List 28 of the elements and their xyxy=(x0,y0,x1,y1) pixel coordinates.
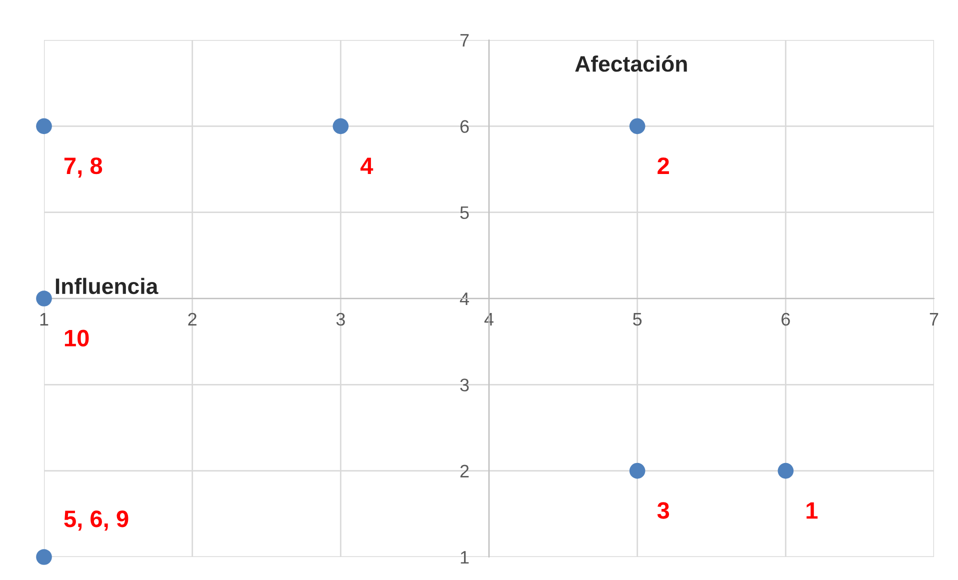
point xyxy=(629,118,646,134)
series-label: 4 xyxy=(360,158,374,174)
series-label: 10 xyxy=(64,330,89,347)
x-tick-label: 5 xyxy=(633,313,642,326)
x-tick-label: 2 xyxy=(188,312,196,326)
series-label: 3 xyxy=(657,502,670,519)
y-tick-label: 2 xyxy=(460,464,469,478)
point xyxy=(36,290,52,306)
point xyxy=(629,462,646,479)
y-tick-label: 5 xyxy=(460,206,469,220)
x-tick-label: 7 xyxy=(930,313,938,326)
y-axis-title: Afectación xyxy=(575,55,687,72)
y-tick-label: 3 xyxy=(460,378,469,392)
series-label: 2 xyxy=(658,157,669,174)
x-tick-label: 3 xyxy=(336,312,345,326)
x-axis-title: Influencia xyxy=(56,278,158,294)
point xyxy=(778,462,794,479)
x-tick-label: 6 xyxy=(782,312,790,326)
point xyxy=(332,118,349,134)
point xyxy=(36,549,52,565)
x-tick-label: 1 xyxy=(40,313,48,326)
series-label: 1 xyxy=(806,502,818,519)
y-tick-label: 6 xyxy=(460,120,469,133)
series-label: 5, 6, 9 xyxy=(64,510,128,531)
y-tick-label: 7 xyxy=(460,34,469,47)
y-tick-label: 1 xyxy=(460,551,469,564)
point xyxy=(36,118,52,134)
series-label: 7, 8 xyxy=(64,157,102,178)
